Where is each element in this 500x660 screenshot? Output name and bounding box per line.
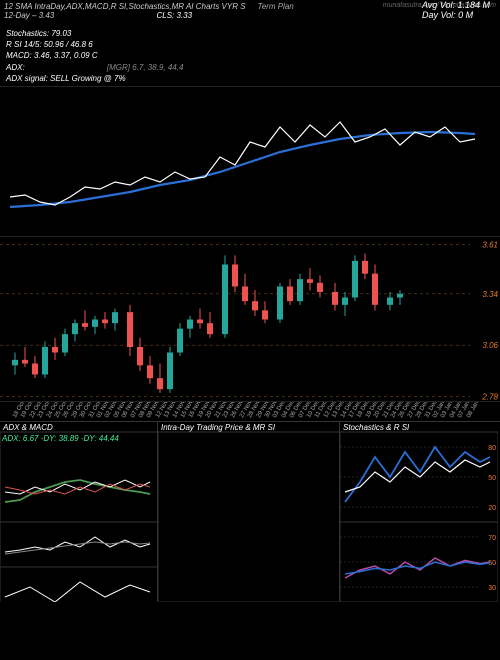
chart-title: 12 SMA IntraDay,ADX,MACD,R SI,Stochastic… <box>4 2 246 11</box>
svg-text:3.34: 3.34 <box>482 290 498 299</box>
intraday-panel: Intra-Day Trading Price & MR SI <box>158 422 340 601</box>
panel-title-2: Stochastics & R SI <box>343 423 409 432</box>
adx-macd-svg <box>0 422 158 602</box>
adx-signal: ADX signal: SELL Growing @ 7% <box>6 73 494 84</box>
adx-row: ADX: [MGR] 6.7, 38.9, 44.4 <box>6 62 494 73</box>
adx-readout: ADX: 6.67 -DY: 38.89 -DY: 44.44 <box>2 434 119 443</box>
main-line-chart <box>0 86 500 236</box>
sma-value: 12-Day – 3.43 <box>4 11 54 20</box>
stochastics-value: Stochastics: 79.03 <box>6 28 494 39</box>
svg-text:30: 30 <box>488 585 496 592</box>
adx-label: ADX: <box>6 63 25 72</box>
indicator-block: Stochastics: 79.03 R SI 14/5: 50.96 / 46… <box>0 22 500 86</box>
day-vol: Day Vol: 0 M <box>422 10 490 20</box>
rsi-value: R SI 14/5: 50.96 / 46.8 6 <box>6 39 494 50</box>
term-label: Term Plan <box>258 2 294 11</box>
panel-title-0: ADX & MACD <box>3 423 53 432</box>
svg-text:20: 20 <box>488 505 496 512</box>
stochastics-svg: 805020705030 <box>340 422 498 602</box>
line-chart-svg <box>0 87 500 237</box>
chart-header: munafasutra. Inc./ MunafaSutra.com 12 SM… <box>0 0 500 22</box>
svg-text:3.61: 3.61 <box>482 240 498 249</box>
date-axis: 18 Oct19 Oct22 Oct23 Oct24 Oct25 Oct26 O… <box>0 401 500 421</box>
adx-macd-panel: ADX & MACD ADX: 6.67 -DY: 38.89 -DY: 44.… <box>0 422 158 601</box>
mgr-value: [MGR] 6.7, 38.9, 44.4 <box>107 63 183 72</box>
svg-text:3.06: 3.06 <box>482 341 498 350</box>
stochastics-panel: Stochastics & R SI 805020705030 <box>340 422 498 601</box>
svg-text:80: 80 <box>488 445 496 452</box>
intraday-svg <box>158 422 340 602</box>
macd-value: MACD: 3.46, 3.37, 0.09 C <box>6 50 494 61</box>
svg-text:50: 50 <box>488 475 496 482</box>
bottom-row: ADX & MACD ADX: 6.67 -DY: 38.89 -DY: 44.… <box>0 421 500 601</box>
panel-title-1: Intra-Day Trading Price & MR SI <box>161 423 275 432</box>
candle-chart: 3.613.343.062.78 <box>0 236 500 401</box>
svg-text:70: 70 <box>488 535 496 542</box>
volume-block: Avg Vol: 1.184 M Day Vol: 0 M <box>422 0 490 20</box>
cls-value: CLS: 3.33 <box>157 11 193 20</box>
avg-vol: Avg Vol: 1.184 M <box>422 0 490 10</box>
candle-chart-svg: 3.613.343.062.78 <box>0 237 500 402</box>
